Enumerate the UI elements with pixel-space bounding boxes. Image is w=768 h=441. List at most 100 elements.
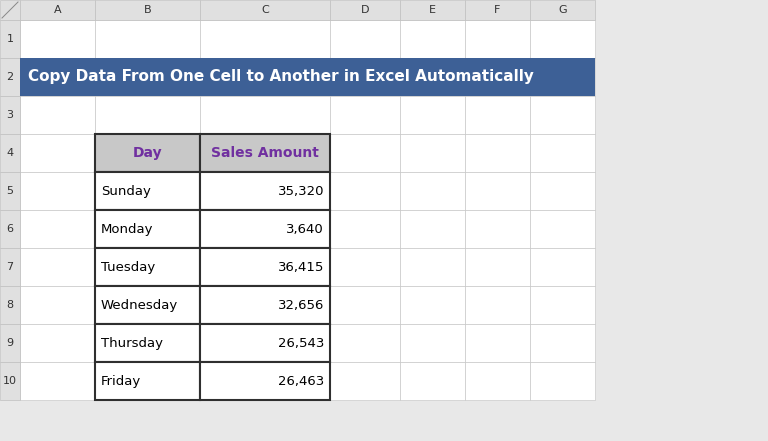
Bar — [95, 210, 200, 248]
Bar — [0, 96, 20, 134]
Text: Thursday: Thursday — [101, 336, 163, 350]
Text: 32,656: 32,656 — [277, 299, 324, 311]
Text: 9: 9 — [6, 338, 14, 348]
Bar — [330, 134, 400, 172]
Text: 4: 4 — [6, 148, 14, 158]
Bar — [0, 172, 20, 210]
Bar — [200, 58, 330, 96]
Bar — [400, 324, 465, 362]
Bar — [530, 0, 595, 20]
Bar — [95, 96, 200, 134]
Bar — [95, 248, 200, 286]
Bar — [20, 172, 95, 210]
Bar — [465, 172, 530, 210]
Bar — [0, 58, 20, 96]
Bar — [200, 248, 330, 286]
Text: D: D — [361, 5, 369, 15]
Bar — [400, 172, 465, 210]
Bar — [330, 362, 400, 400]
Bar — [0, 134, 20, 172]
Bar — [400, 210, 465, 248]
Bar — [95, 362, 200, 400]
Bar — [530, 286, 595, 324]
Text: Sunday: Sunday — [101, 184, 151, 198]
Text: 3,640: 3,640 — [286, 223, 324, 235]
Text: Wednesday: Wednesday — [101, 299, 178, 311]
Bar — [465, 286, 530, 324]
Text: Copy Data From One Cell to Another in Excel Automatically: Copy Data From One Cell to Another in Ex… — [28, 70, 534, 85]
Bar — [0, 324, 20, 362]
Text: Sales Amount: Sales Amount — [211, 146, 319, 160]
Bar — [330, 96, 400, 134]
Bar — [20, 58, 95, 96]
Bar — [20, 286, 95, 324]
Bar — [330, 20, 400, 58]
Bar — [0, 286, 20, 324]
Bar — [95, 134, 200, 172]
Bar — [0, 20, 20, 58]
Bar — [95, 58, 200, 96]
Bar — [330, 210, 400, 248]
Text: 35,320: 35,320 — [277, 184, 324, 198]
Bar — [20, 20, 95, 58]
Text: 2: 2 — [6, 72, 14, 82]
Bar — [465, 248, 530, 286]
Text: 26,463: 26,463 — [278, 374, 324, 388]
Text: 10: 10 — [3, 376, 17, 386]
Bar — [200, 362, 330, 400]
Bar — [400, 58, 465, 96]
Bar — [465, 134, 530, 172]
Text: 26,543: 26,543 — [277, 336, 324, 350]
Bar — [95, 286, 200, 324]
Bar — [400, 0, 465, 20]
Bar — [530, 58, 595, 96]
Text: E: E — [429, 5, 436, 15]
Bar — [200, 0, 330, 20]
Text: Monday: Monday — [101, 223, 154, 235]
Bar — [465, 362, 530, 400]
Bar — [0, 0, 20, 20]
Bar — [0, 248, 20, 286]
Bar — [95, 0, 200, 20]
Bar — [95, 324, 200, 362]
Bar — [200, 134, 330, 172]
Bar — [465, 58, 530, 96]
Text: 8: 8 — [6, 300, 14, 310]
Bar — [330, 0, 400, 20]
Bar — [465, 324, 530, 362]
Bar — [200, 286, 330, 324]
Bar — [95, 324, 200, 362]
Text: 3: 3 — [6, 110, 14, 120]
Text: 6: 6 — [6, 224, 14, 234]
Bar — [530, 248, 595, 286]
Text: 5: 5 — [6, 186, 14, 196]
Text: Day: Day — [133, 146, 162, 160]
Bar — [330, 286, 400, 324]
Bar — [200, 172, 330, 210]
Bar — [200, 248, 330, 286]
Bar — [465, 0, 530, 20]
Bar — [400, 248, 465, 286]
Bar — [200, 210, 330, 248]
Text: B: B — [144, 5, 151, 15]
Bar — [400, 286, 465, 324]
Text: 7: 7 — [6, 262, 14, 272]
Text: 1: 1 — [6, 34, 14, 44]
Bar — [530, 324, 595, 362]
Bar — [200, 286, 330, 324]
Bar — [20, 134, 95, 172]
Bar — [200, 210, 330, 248]
Bar — [330, 248, 400, 286]
Bar — [465, 210, 530, 248]
Bar — [200, 362, 330, 400]
Bar — [530, 172, 595, 210]
Text: F: F — [495, 5, 501, 15]
Bar — [400, 96, 465, 134]
Text: Tuesday: Tuesday — [101, 261, 155, 273]
Bar — [530, 20, 595, 58]
Bar — [95, 362, 200, 400]
Bar — [20, 362, 95, 400]
Bar — [0, 362, 20, 400]
Text: 36,415: 36,415 — [277, 261, 324, 273]
Bar — [200, 20, 330, 58]
